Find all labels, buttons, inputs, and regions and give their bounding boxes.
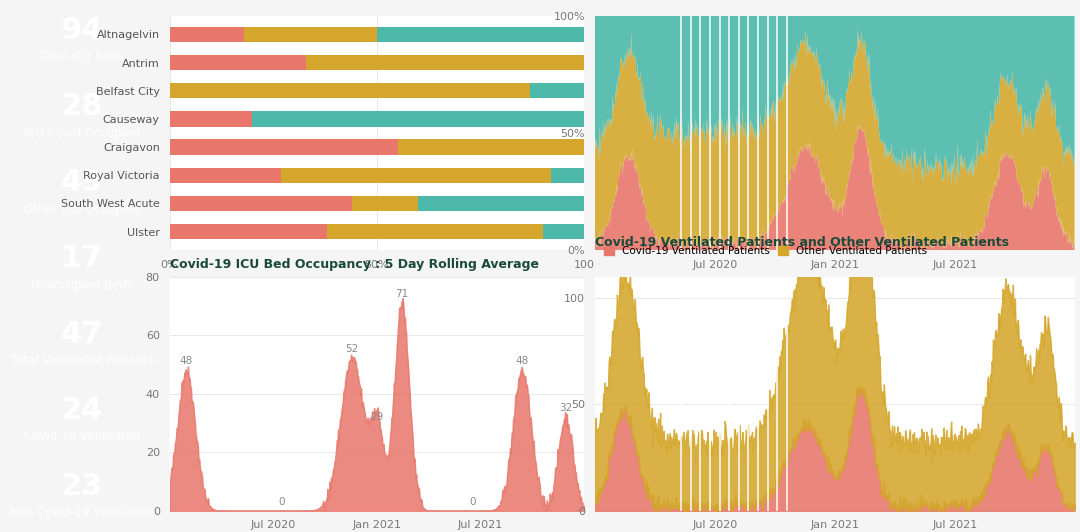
Bar <box>397 139 584 155</box>
Text: 24: 24 <box>60 396 104 425</box>
Bar <box>530 83 584 98</box>
Text: 29: 29 <box>370 412 383 422</box>
Bar <box>551 168 584 183</box>
Bar <box>170 196 352 211</box>
Bar <box>418 196 584 211</box>
Text: 28: 28 <box>60 92 104 121</box>
Text: 48: 48 <box>179 356 192 366</box>
Text: 0: 0 <box>279 496 285 506</box>
Bar <box>282 168 551 183</box>
Text: 49: 49 <box>60 168 104 197</box>
Text: Unoccupied Beds: Unoccupied Beds <box>31 278 133 292</box>
Legend: Covid-19 Ventilated Patients, Other Ventilated Patients: Covid-19 Ventilated Patients, Other Vent… <box>600 242 931 260</box>
Text: 94: 94 <box>60 16 104 45</box>
Text: 32: 32 <box>558 403 572 413</box>
Bar <box>542 224 584 239</box>
Text: Total ICU Beds: Total ICU Beds <box>40 51 124 63</box>
Text: Covid-19 ICU Bed Occupancy : 5 Day Rolling Average: Covid-19 ICU Bed Occupancy : 5 Day Rolli… <box>170 259 539 271</box>
Text: 23: 23 <box>60 472 104 501</box>
Text: Covid-19 Ventilated Patients and Other Ventilated Patients: Covid-19 Ventilated Patients and Other V… <box>595 236 1009 249</box>
Text: 17: 17 <box>60 244 104 273</box>
Text: 48: 48 <box>515 356 528 366</box>
Text: Other ICU Occupied: Other ICU Occupied <box>24 203 140 215</box>
Bar <box>352 196 418 211</box>
Bar <box>253 111 584 127</box>
Bar <box>170 168 282 183</box>
Text: 47: 47 <box>60 320 104 349</box>
Bar <box>170 224 327 239</box>
Text: Non Covid-19 Ventilated: Non Covid-19 Ventilated <box>11 506 153 520</box>
Bar <box>170 139 397 155</box>
Text: Covid-19 Ventilated: Covid-19 Ventilated <box>24 430 140 444</box>
Text: 0: 0 <box>469 496 475 506</box>
Text: 71: 71 <box>395 289 408 299</box>
Bar <box>170 111 253 127</box>
Bar <box>244 27 377 42</box>
Bar <box>170 83 530 98</box>
Bar <box>307 55 584 70</box>
Text: 52: 52 <box>346 344 359 354</box>
Bar <box>170 55 307 70</box>
Text: ICU Covid Occupied: ICU Covid Occupied <box>24 127 140 139</box>
Text: Total Ventilated Patients: Total Ventilated Patients <box>11 354 153 368</box>
Bar <box>327 224 542 239</box>
Bar <box>170 27 244 42</box>
Bar <box>377 27 584 42</box>
